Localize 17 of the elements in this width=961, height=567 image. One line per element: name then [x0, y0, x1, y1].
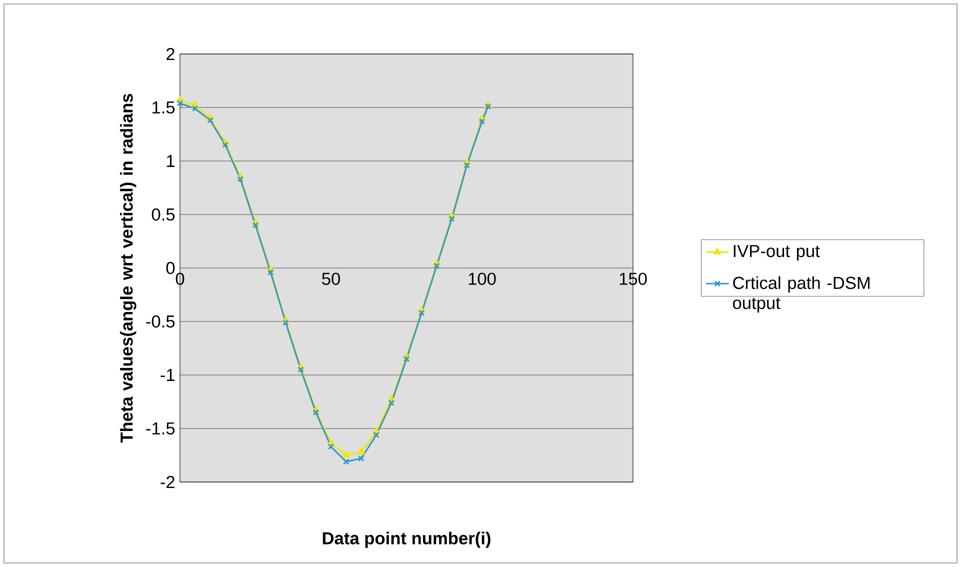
legend-label: Crtical path -DSM output: [732, 276, 870, 312]
x-tick-label: 50: [322, 272, 340, 285]
y-tick-label: -1.5: [146, 422, 175, 435]
y-tick-label: 2: [166, 48, 174, 60]
legend-label: IVP-out put: [734, 245, 820, 261]
y-tick-label: 0: [166, 262, 175, 274]
y-tick-label: 1: [166, 155, 174, 167]
y-tick-label: 0.5: [152, 208, 175, 221]
x-tick-label: 0: [176, 272, 184, 285]
x-tick-label: 150: [620, 272, 647, 285]
y-tick-label: 1.5: [152, 101, 175, 114]
y-tick-label: -0.5: [146, 315, 175, 328]
y-tick-label: -1: [160, 369, 174, 381]
x-tick-label: 100: [468, 272, 496, 285]
x-axis-title: Data point number(i): [322, 532, 490, 548]
y-axis-title: Theta values(angle wrt vertical) in radians: [120, 94, 136, 443]
y-tick-label: -2: [160, 476, 174, 488]
